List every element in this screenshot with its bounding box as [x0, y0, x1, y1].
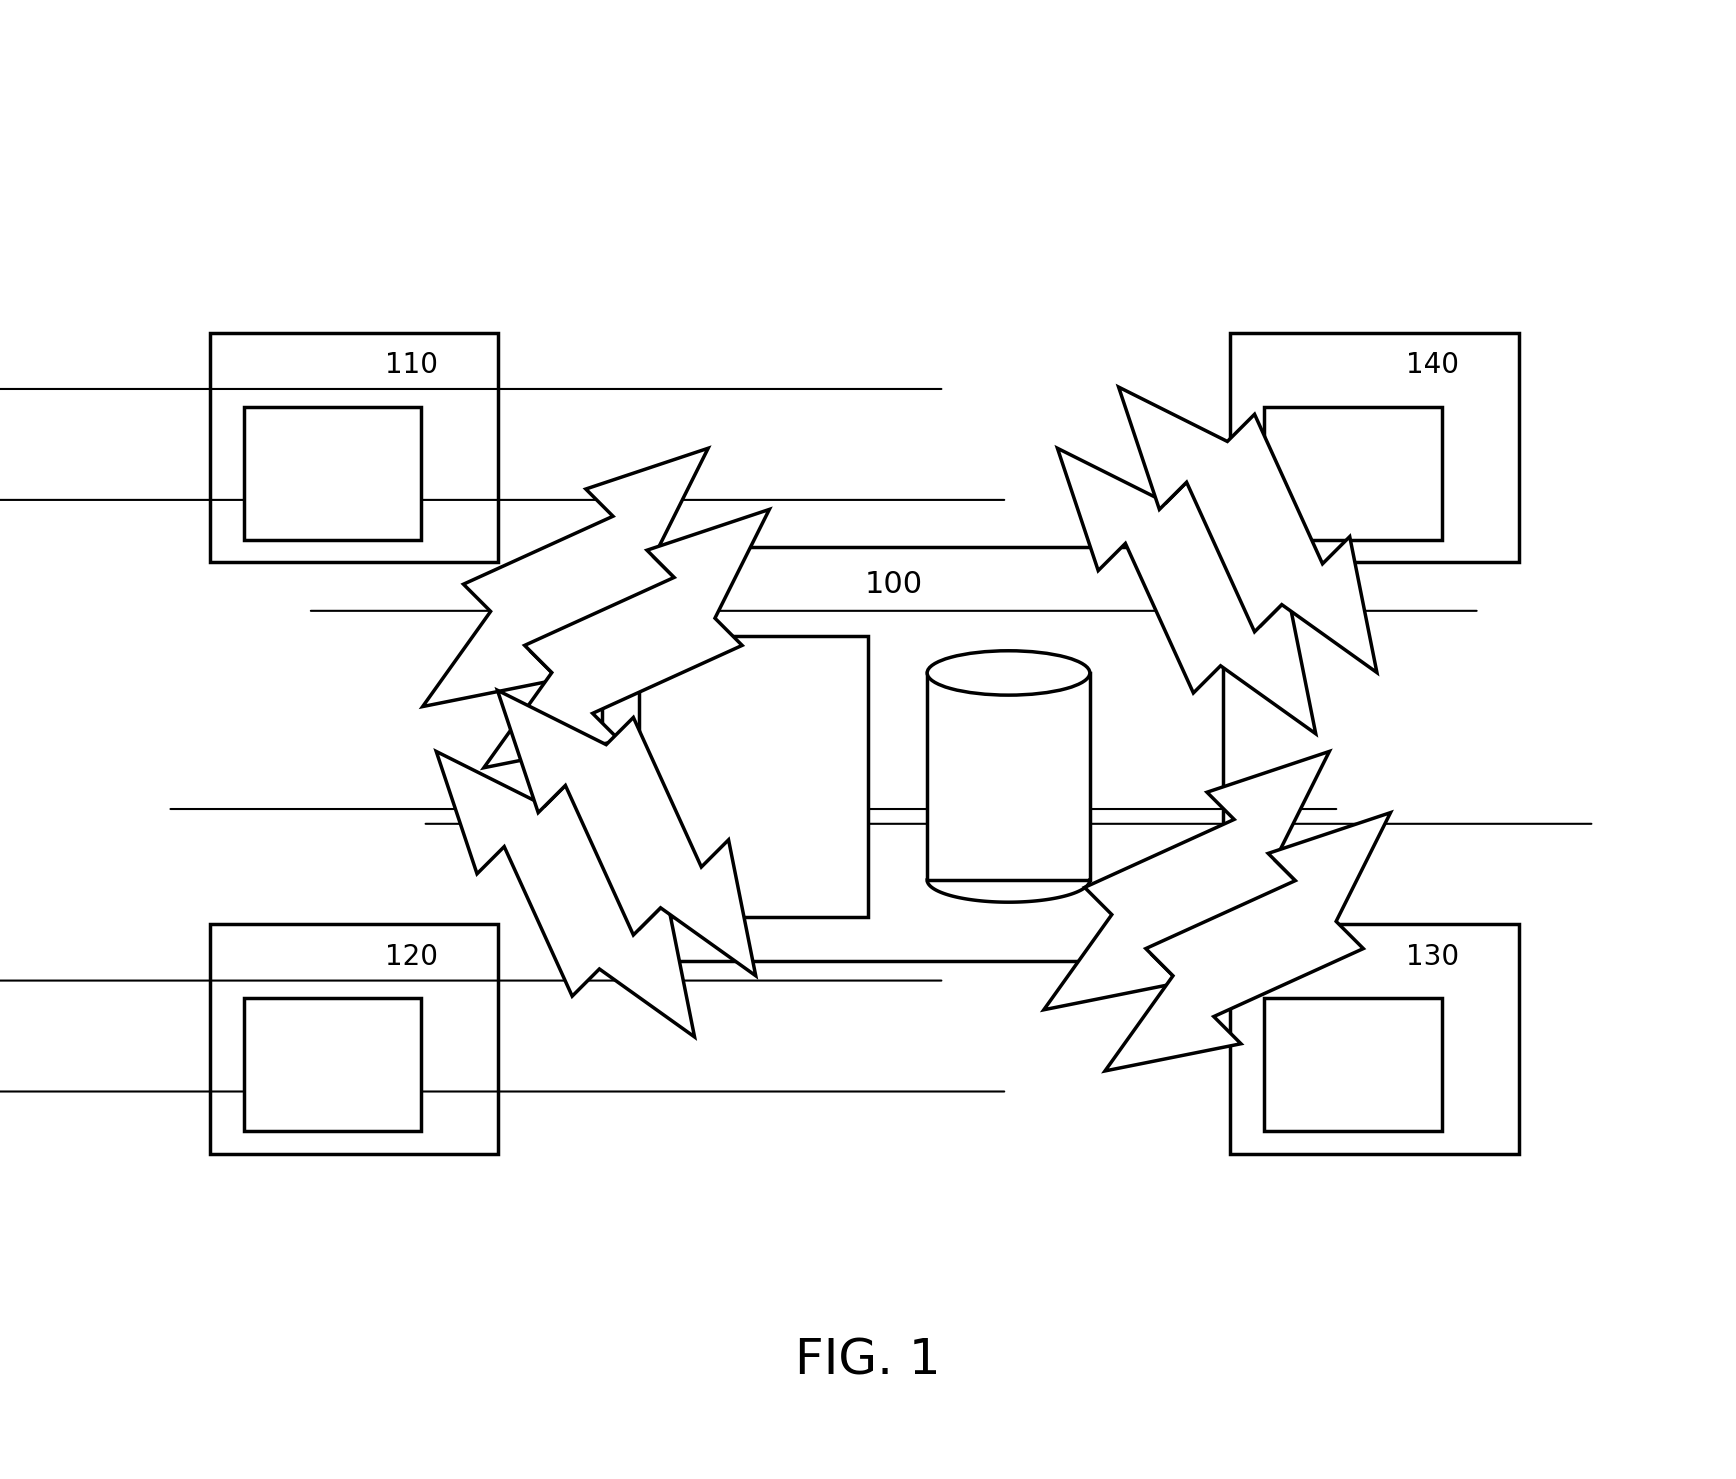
Bar	[927, 673, 1090, 880]
Text: 102d: 102d	[1319, 460, 1387, 487]
Text: 110: 110	[385, 352, 437, 379]
Text: 102a: 102a	[299, 460, 366, 487]
Polygon shape	[1043, 751, 1330, 1010]
Text: 120: 120	[385, 944, 437, 970]
Ellipse shape	[927, 651, 1090, 695]
Polygon shape	[1057, 448, 1316, 734]
Bar	[602, 547, 1222, 961]
Polygon shape	[484, 509, 769, 768]
Bar	[1231, 924, 1519, 1154]
Bar	[243, 998, 422, 1131]
Text: 102c: 102c	[1321, 1052, 1385, 1078]
Text: 140: 140	[1406, 352, 1458, 379]
Bar	[243, 407, 422, 540]
Polygon shape	[1106, 812, 1391, 1071]
Polygon shape	[422, 448, 708, 707]
Text: 104: 104	[979, 776, 1038, 806]
Bar	[639, 636, 868, 917]
Text: 100: 100	[865, 569, 924, 599]
Text: 102b: 102b	[299, 1052, 366, 1078]
Polygon shape	[498, 691, 755, 976]
Text: 130: 130	[1406, 944, 1458, 970]
Bar	[1231, 333, 1519, 562]
Bar	[1264, 998, 1443, 1131]
Polygon shape	[1118, 387, 1377, 673]
Polygon shape	[436, 751, 694, 1037]
Text: FIG. 1: FIG. 1	[795, 1337, 941, 1384]
Text: 102: 102	[724, 762, 783, 791]
Bar	[210, 924, 498, 1154]
Bar	[210, 333, 498, 562]
Bar	[1264, 407, 1443, 540]
